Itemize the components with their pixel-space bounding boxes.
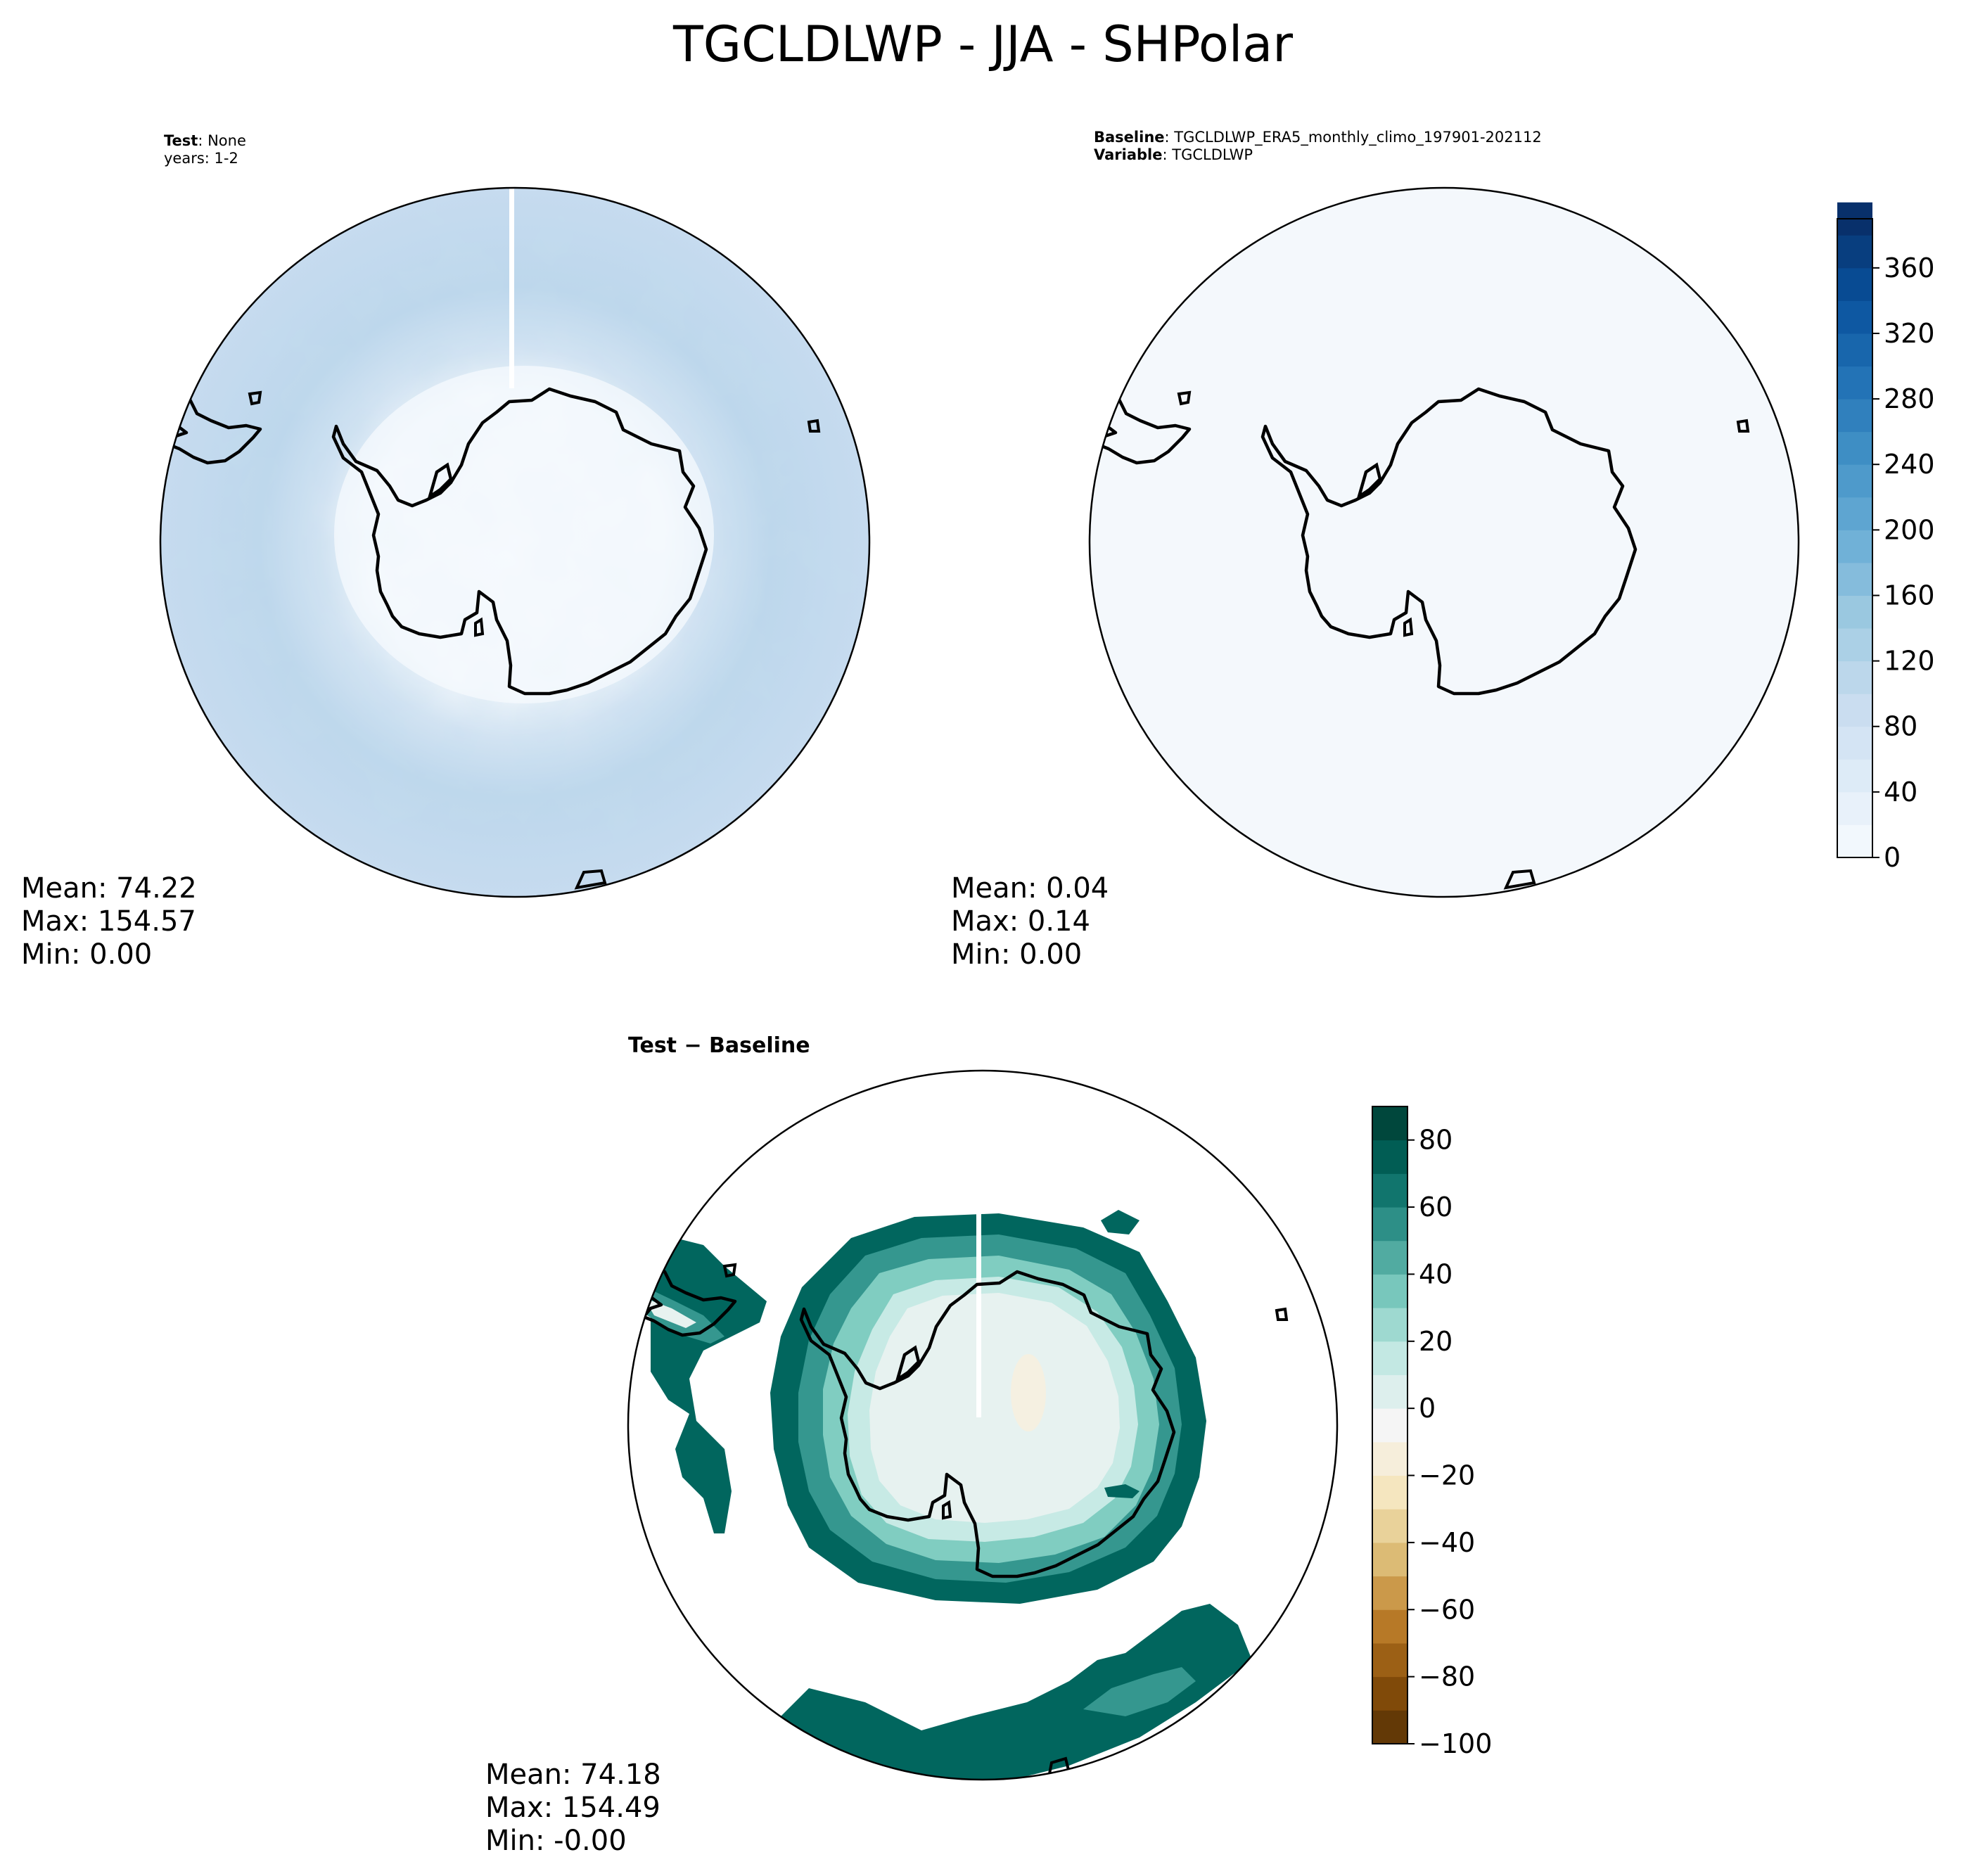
colorbar-tick-label: 60 bbox=[1419, 1192, 1453, 1223]
baseline-min: Min: 0.00 bbox=[951, 938, 1083, 971]
colorbar-level bbox=[1837, 530, 1872, 563]
colorbar-level bbox=[1837, 562, 1872, 596]
colorbar-level bbox=[1372, 1676, 1408, 1711]
colorbar-tick-label: 0 bbox=[1419, 1393, 1436, 1424]
baseline-stats: Mean: 0.04 Max: 0.14 Min: 0.00 bbox=[951, 872, 1109, 971]
colorbar-level bbox=[1372, 1609, 1408, 1644]
test-min: Min: 0.00 bbox=[21, 938, 153, 971]
colorbar-tick-label: −100 bbox=[1419, 1728, 1492, 1759]
colorbar-frame bbox=[1837, 218, 1873, 858]
colorbar-level bbox=[1837, 431, 1872, 465]
diff-max: Max: 154.49 bbox=[485, 1792, 660, 1824]
colorbar-tick-label: 320 bbox=[1884, 318, 1935, 349]
test-header-value: None bbox=[208, 132, 246, 149]
colorbar-tick-label: −80 bbox=[1419, 1661, 1475, 1692]
colorbar-level bbox=[1372, 1642, 1408, 1678]
colorbar-level bbox=[1837, 791, 1872, 825]
missing-data-line bbox=[976, 1213, 981, 1417]
colorbar-level bbox=[1372, 1710, 1408, 1744]
colorbar-tick-label: 280 bbox=[1884, 383, 1935, 414]
colorbar-level bbox=[1372, 1475, 1408, 1510]
figure-title: TGCLDLWP - JJA - SHPolar bbox=[673, 15, 1293, 73]
colorbar-tick-label: 40 bbox=[1419, 1258, 1453, 1289]
test-map bbox=[159, 186, 871, 898]
colorbar-level bbox=[1372, 1207, 1408, 1242]
test-max: Max: 154.57 bbox=[21, 905, 196, 938]
test-header-years: years: 1-2 bbox=[164, 150, 238, 167]
colorbar-tick-label: 0 bbox=[1884, 842, 1901, 873]
colorbar-level bbox=[1372, 1173, 1408, 1208]
colorbar-level bbox=[1372, 1274, 1408, 1308]
colorbar-level bbox=[1372, 1542, 1408, 1577]
diff-title: Test − Baseline bbox=[628, 1033, 810, 1058]
diff-stats: Mean: 74.18 Max: 154.49 Min: -0.00 bbox=[485, 1759, 661, 1858]
colorbar-tick-label: 20 bbox=[1419, 1326, 1453, 1357]
baseline-header-value: TGCLDLWP_ERA5_monthly_climo_197901-20211… bbox=[1174, 129, 1542, 146]
colorbar-level bbox=[1372, 1408, 1408, 1443]
colorbar-level bbox=[1372, 1374, 1408, 1409]
colorbar-level bbox=[1372, 1240, 1408, 1275]
colorbar-frame bbox=[1372, 1106, 1408, 1744]
colorbar-tick-label: −60 bbox=[1419, 1594, 1475, 1625]
colorbar-level bbox=[1372, 1308, 1408, 1342]
baseline-mean: Mean: 0.04 bbox=[951, 872, 1109, 905]
colorbar-tick-label: 360 bbox=[1884, 253, 1935, 283]
colorbar-level bbox=[1837, 661, 1872, 694]
diff-map-boundary bbox=[627, 1069, 1339, 1781]
colorbar-level bbox=[1837, 333, 1872, 367]
baseline-max: Max: 0.14 bbox=[951, 905, 1090, 938]
colorbar-level bbox=[1837, 497, 1872, 530]
colorbar-level bbox=[1372, 1341, 1408, 1375]
baseline-map bbox=[1088, 186, 1800, 898]
colorbar-level bbox=[1837, 464, 1872, 498]
baseline-header: Baseline: TGCLDLWP_ERA5_monthly_climo_19… bbox=[1094, 129, 1542, 163]
colorbar-tick-label: 160 bbox=[1884, 580, 1935, 611]
colorbar-tick-label: 80 bbox=[1419, 1125, 1453, 1156]
colorbar-level bbox=[1837, 300, 1872, 334]
colorbar-tick-label: −40 bbox=[1419, 1527, 1475, 1558]
colorbar-tick-label: 240 bbox=[1884, 449, 1935, 480]
colorbar-level bbox=[1837, 366, 1872, 400]
colorbar-tick-label: 40 bbox=[1884, 777, 1917, 808]
colorbar-level bbox=[1837, 595, 1872, 629]
test-map-boundary bbox=[159, 186, 871, 898]
variable-header-label: Variable bbox=[1094, 146, 1163, 163]
colorbar-level bbox=[1837, 726, 1872, 760]
colorbar-level bbox=[1837, 399, 1872, 433]
colorbar-level bbox=[1372, 1576, 1408, 1610]
test-header-label: Test bbox=[164, 132, 198, 149]
variable-header-value: TGCLDLWP bbox=[1172, 146, 1253, 163]
main-colorbar: 0 40 80 120 160 200 240 280 320 360 bbox=[1837, 202, 1935, 873]
colorbar-tick-label: −20 bbox=[1419, 1460, 1475, 1491]
diff-map bbox=[627, 1069, 1339, 1781]
test-mean: Mean: 74.22 bbox=[21, 872, 197, 905]
test-header: Test: None years: 1-2 bbox=[164, 132, 246, 167]
colorbar-level bbox=[1837, 628, 1872, 662]
colorbar-level bbox=[1837, 759, 1872, 793]
colorbar-level bbox=[1372, 1441, 1408, 1476]
colorbar-level bbox=[1837, 267, 1872, 301]
missing-data-line bbox=[509, 188, 514, 388]
diff-mean: Mean: 74.18 bbox=[485, 1759, 661, 1791]
colorbar-tick-label: 80 bbox=[1884, 711, 1917, 742]
baseline-map-boundary bbox=[1088, 186, 1800, 898]
baseline-header-label: Baseline bbox=[1094, 129, 1165, 146]
test-stats: Mean: 74.22 Max: 154.57 Min: 0.00 bbox=[21, 872, 197, 971]
diff-colorbar: −100 −80 −60 −40 −20 0 20 40 60 80 bbox=[1372, 1106, 1492, 1759]
colorbar-level bbox=[1837, 694, 1872, 727]
colorbar-level bbox=[1837, 824, 1872, 858]
diff-min: Min: -0.00 bbox=[485, 1825, 627, 1857]
colorbar-level bbox=[1372, 1509, 1408, 1543]
colorbar-tick-label: 200 bbox=[1884, 514, 1935, 545]
colorbar-tick-label: 120 bbox=[1884, 646, 1935, 677]
colorbar-level bbox=[1372, 1106, 1408, 1141]
colorbar-level bbox=[1837, 235, 1872, 269]
colorbar-level bbox=[1372, 1140, 1408, 1174]
